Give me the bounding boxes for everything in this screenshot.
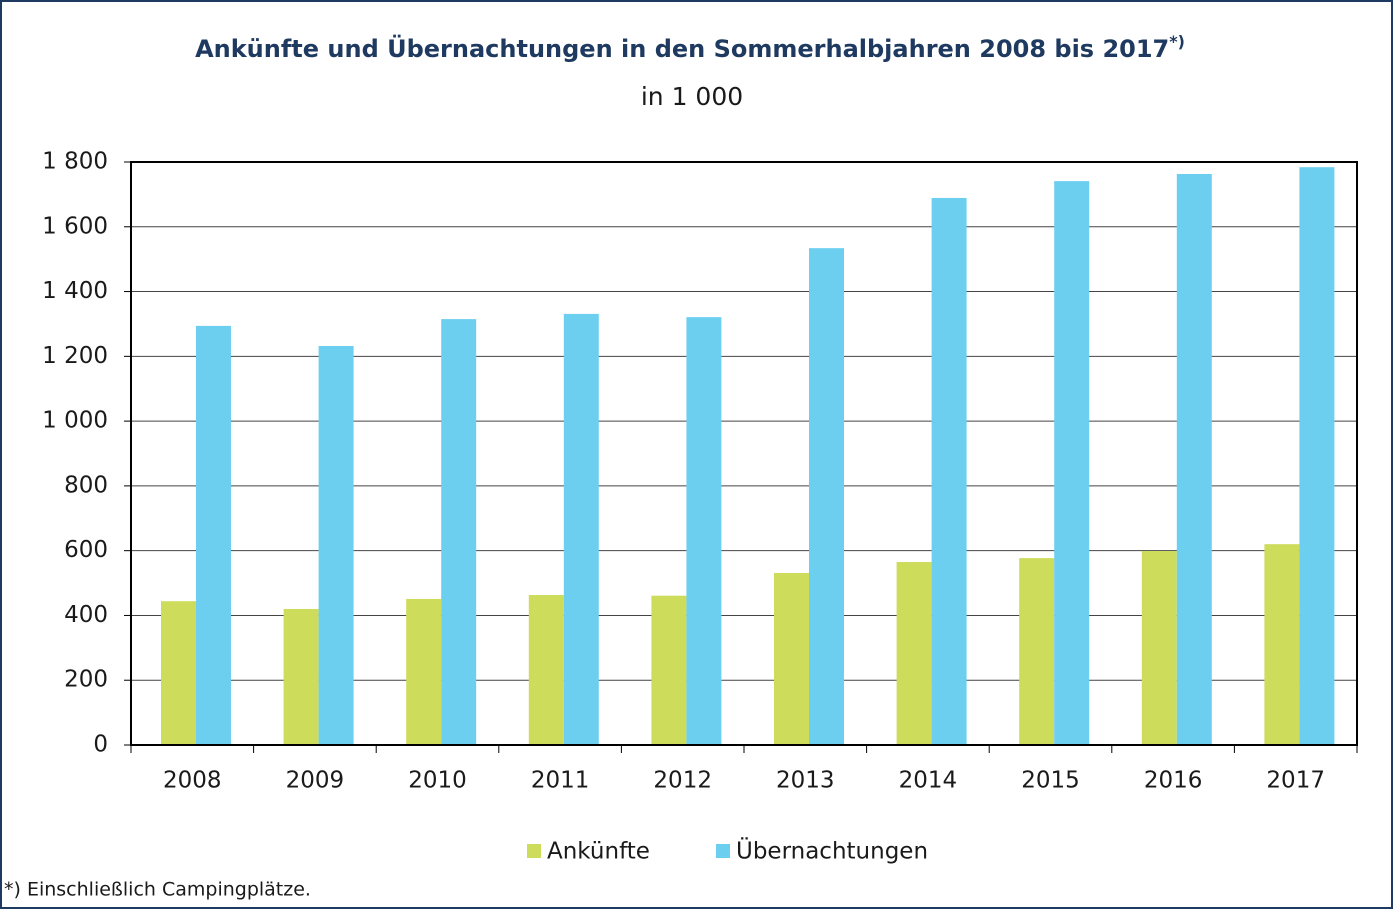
bar	[161, 601, 196, 745]
x-tick-label: 2011	[531, 768, 590, 794]
legend-label: Übernachtungen	[736, 837, 928, 865]
x-tick-label: 2015	[1021, 768, 1080, 794]
x-tick-label: 2013	[776, 768, 835, 794]
footnote: *) Einschließlich Campingplätze.	[4, 879, 311, 901]
bar	[1299, 167, 1335, 745]
bar	[1176, 173, 1212, 745]
bar	[809, 248, 844, 745]
legend-label: Ankünfte	[547, 839, 650, 865]
bar	[1141, 550, 1177, 745]
bar	[1054, 181, 1090, 746]
x-tick-label: 2009	[286, 768, 345, 794]
bar	[283, 608, 319, 745]
bar	[406, 598, 442, 745]
bar	[1264, 544, 1300, 745]
bar	[896, 562, 932, 745]
title-marker: *)	[1169, 32, 1185, 51]
y-tick-label: 0	[93, 732, 108, 758]
title-text: Ankünfte und Übernachtungen in den Somme…	[195, 33, 1169, 63]
bar	[196, 325, 231, 745]
y-tick-label: 600	[64, 537, 108, 563]
plot-border	[130, 161, 1358, 746]
chart-title: Ankünfte und Übernachtungen in den Somme…	[195, 32, 1185, 64]
x-tick-label: 2008	[163, 768, 222, 794]
y-tick-label: 400	[64, 602, 108, 628]
x-tick-label: 2017	[1266, 768, 1325, 794]
y-tick-label: 800	[64, 472, 108, 498]
bar	[774, 573, 809, 745]
y-tick-label: 1 800	[42, 149, 108, 175]
bar	[528, 595, 564, 745]
x-tick-label: 2014	[899, 768, 958, 794]
chart-subtitle: in 1 000	[641, 82, 743, 111]
bar	[318, 345, 354, 745]
y-tick-label: 1 200	[42, 343, 108, 369]
x-tick-label: 2012	[653, 768, 712, 794]
bar	[931, 197, 967, 745]
y-tick-label: 200	[64, 667, 108, 693]
legend-swatch	[527, 844, 541, 858]
bar	[1019, 558, 1055, 745]
x-tick-label: 2010	[408, 768, 467, 794]
x-tick-label: 2016	[1144, 768, 1203, 794]
y-tick-label: 1 400	[42, 278, 108, 304]
bar	[651, 595, 687, 745]
bar	[563, 313, 599, 745]
legend-swatch	[716, 844, 730, 858]
y-tick-label: 1 600	[42, 213, 108, 239]
y-tick-label: 1 000	[42, 408, 108, 434]
bar	[686, 317, 722, 745]
bar	[441, 319, 477, 745]
